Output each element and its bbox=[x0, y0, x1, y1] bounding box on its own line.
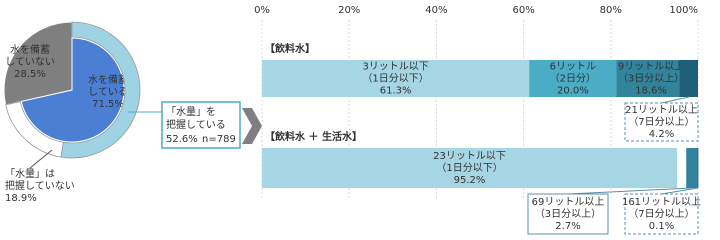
bar-segment bbox=[529, 60, 617, 97]
segment-label: 0.1% bbox=[649, 221, 674, 232]
segment-label: （3日分以上） bbox=[618, 73, 684, 85]
segment-label: 18.6% bbox=[635, 86, 667, 97]
segment-label: 71.5% bbox=[92, 99, 124, 110]
segment-label: 28.5% bbox=[14, 69, 46, 80]
bar-segment bbox=[262, 148, 678, 188]
segment-label: 4.2% bbox=[649, 129, 674, 140]
leader bbox=[661, 96, 689, 104]
segment-label: 水を備蓄 bbox=[88, 73, 128, 86]
segment-label: 把握していない bbox=[5, 179, 75, 192]
x-tick-label: 20% bbox=[338, 5, 360, 16]
segment-label: 23リットル以下 bbox=[433, 151, 506, 162]
x-tick-label: 0% bbox=[254, 5, 270, 16]
x-tick-label: 100% bbox=[669, 5, 698, 16]
x-tick-label: 80% bbox=[600, 5, 622, 16]
bar-title: 【飲料水】 bbox=[265, 42, 315, 55]
arrow bbox=[242, 108, 262, 144]
leader bbox=[567, 187, 693, 195]
segment-label: 「水量」は bbox=[5, 168, 55, 180]
x-tick-label: 60% bbox=[512, 5, 534, 16]
segment-label: 18.9% bbox=[5, 193, 37, 204]
segment-label: 2.7% bbox=[555, 221, 580, 232]
segment-label: 9リットル以上 bbox=[618, 61, 684, 73]
bar-title: 【飲料水 ＋ 生活水】 bbox=[265, 130, 362, 143]
callout-label: 把握している bbox=[166, 118, 226, 131]
leader bbox=[661, 187, 698, 195]
segment-label: 21リットル以上 bbox=[625, 104, 698, 116]
segment-label: （1日分以下） bbox=[362, 73, 428, 85]
callout-label: 「水量」を bbox=[166, 106, 216, 118]
bar-subsegment bbox=[686, 148, 698, 188]
bar-subsegment bbox=[679, 60, 698, 97]
segment-label: していない bbox=[5, 56, 55, 68]
segment-label: （1日分以下） bbox=[436, 162, 502, 174]
callout-box bbox=[624, 102, 699, 142]
segment-label: 69リットル以上 bbox=[532, 196, 605, 208]
leader bbox=[29, 149, 53, 169]
callout-box bbox=[624, 193, 699, 235]
ring-slice bbox=[5, 101, 64, 158]
pie-slice bbox=[20, 37, 125, 143]
segment-label: （7日分以上） bbox=[628, 208, 694, 220]
segment-label: （2日分） bbox=[550, 73, 596, 85]
pie-slice bbox=[3, 21, 73, 106]
segment-label: 水を備蓄 bbox=[10, 43, 50, 56]
callout-box bbox=[527, 193, 609, 235]
segment-label: （3日分以上） bbox=[535, 208, 601, 220]
segment-label: 161リットル以上 bbox=[622, 196, 701, 208]
n-label: n=789 bbox=[202, 134, 236, 145]
segment-label: （7日分以上） bbox=[628, 116, 694, 128]
bar-segment bbox=[262, 60, 530, 97]
bar-subsegment bbox=[697, 148, 699, 188]
segment-label: 20.0% bbox=[557, 86, 589, 97]
callout-box bbox=[161, 101, 241, 149]
segment-label: 95.2% bbox=[454, 175, 486, 186]
segment-label: 61.3% bbox=[380, 86, 412, 97]
callout-value: 52.6% bbox=[166, 134, 198, 145]
segment-label: している bbox=[88, 86, 128, 98]
segment-label: 6リットル bbox=[550, 62, 596, 73]
segment-label: 3リットル以下 bbox=[362, 62, 428, 73]
x-tick-label: 40% bbox=[425, 5, 447, 16]
